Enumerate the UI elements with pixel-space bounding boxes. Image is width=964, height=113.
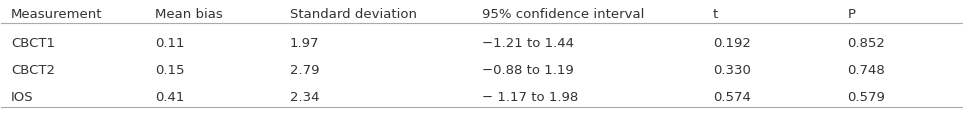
Text: Standard deviation: Standard deviation: [290, 8, 416, 21]
Text: 0.852: 0.852: [847, 37, 885, 50]
Text: 0.41: 0.41: [155, 90, 184, 103]
Text: 0.11: 0.11: [155, 37, 185, 50]
Text: 0.192: 0.192: [712, 37, 751, 50]
Text: CBCT1: CBCT1: [11, 37, 55, 50]
Text: −0.88 to 1.19: −0.88 to 1.19: [482, 63, 574, 76]
Text: CBCT2: CBCT2: [11, 63, 55, 76]
Text: 0.574: 0.574: [712, 90, 751, 103]
Text: 1.97: 1.97: [290, 37, 319, 50]
Text: 2.34: 2.34: [290, 90, 319, 103]
Text: 2.79: 2.79: [290, 63, 319, 76]
Text: Mean bias: Mean bias: [155, 8, 223, 21]
Text: IOS: IOS: [11, 90, 34, 103]
Text: 0.15: 0.15: [155, 63, 185, 76]
Text: 0.579: 0.579: [847, 90, 885, 103]
Text: −1.21 to 1.44: −1.21 to 1.44: [482, 37, 574, 50]
Text: 0.748: 0.748: [847, 63, 885, 76]
Text: − 1.17 to 1.98: − 1.17 to 1.98: [482, 90, 578, 103]
Text: t: t: [712, 8, 718, 21]
Text: 95% confidence interval: 95% confidence interval: [482, 8, 644, 21]
Text: 0.330: 0.330: [712, 63, 751, 76]
Text: P: P: [847, 8, 855, 21]
Text: Measurement: Measurement: [11, 8, 102, 21]
